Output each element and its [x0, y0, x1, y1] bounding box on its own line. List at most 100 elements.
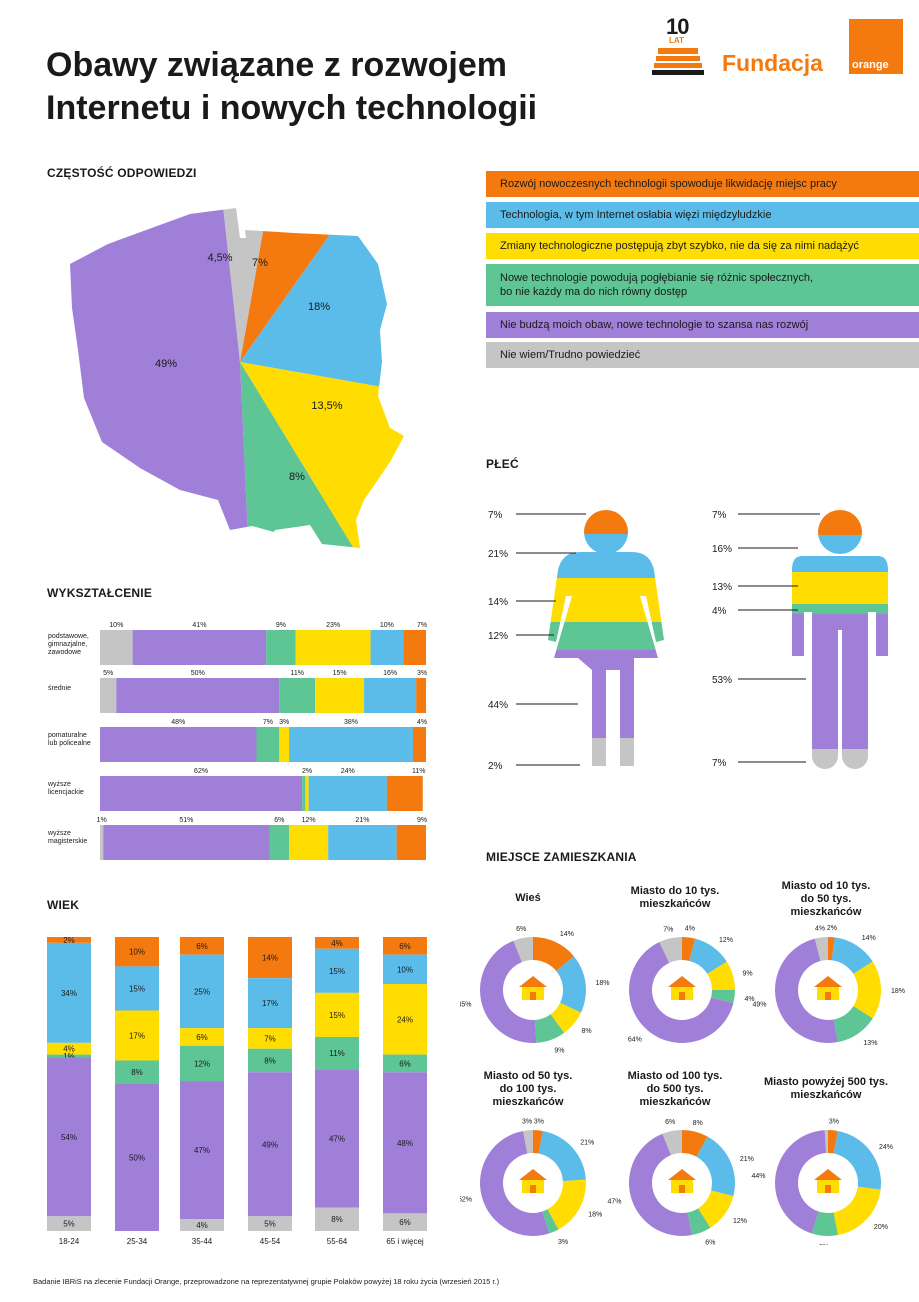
male-value-label: 7%: [712, 758, 727, 769]
age-value-label: 6%: [196, 942, 208, 951]
map-slice-orange: [240, 208, 404, 362]
legend-text: Nie budzą moich obaw, nowe technologie t…: [500, 319, 809, 331]
donut-slice-green: [687, 1208, 711, 1236]
female-value-label: 21%: [488, 549, 508, 560]
donut-value-label: 21%: [740, 1156, 754, 1163]
edu-value-label: 38%: [344, 719, 358, 726]
age-bar-segment-purple: [115, 1084, 159, 1231]
legend-item-blue: Technologia, w tym Internet osłabia więz…: [486, 202, 919, 228]
edu-bar-segment-purple: [100, 776, 303, 811]
donut-value-label: 4%: [745, 996, 755, 1003]
donut-slice-grey: [824, 1130, 828, 1154]
age-category-label: 18-24: [59, 1237, 80, 1246]
age-value-label: 47%: [329, 1134, 345, 1143]
edu-value-label: 6%: [274, 817, 284, 824]
age-bar-segment-yellow: [180, 1028, 224, 1046]
building-icon: [519, 1169, 547, 1193]
donut-value-label: 6%: [516, 926, 526, 933]
age-bar-segment-grey: [47, 1216, 91, 1231]
age-bar-segment-purple: [248, 1072, 292, 1217]
male-band-green: [792, 604, 888, 614]
map-slice-yellow: [240, 362, 404, 548]
donut-value-label: 14%: [862, 935, 876, 942]
gender-chart: 7% 21% 14% 12% 44% 2% 7% 16% 13% 4% 53% 7%: [488, 510, 888, 772]
legend-text: Nie wiem/Trudno powiedzieć: [500, 349, 641, 361]
age-bar-segment-orange: [383, 937, 427, 955]
age-value-label: 50%: [129, 1154, 145, 1163]
edu-row-label: zawodowe: [48, 649, 81, 656]
map-slice-blue: [240, 208, 404, 435]
edu-value-label: 7%: [417, 622, 427, 629]
donut-slice-green: [711, 990, 735, 1004]
age-bar-segment-orange: [315, 937, 359, 949]
edu-bar-segment-yellow: [295, 630, 371, 665]
female-band-purple: [548, 650, 664, 738]
edu-bar-segment-blue: [289, 727, 413, 762]
edu-bar-segment-grey: [100, 630, 133, 665]
edu-bar-segment-green: [266, 630, 296, 665]
edu-row-label: pomaturalne: [48, 732, 87, 739]
age-bar-segment-orange: [47, 937, 91, 943]
legend-text: Zmiany technologiczne postępują zbyt szy…: [500, 240, 859, 252]
female-value-label: 14%: [488, 597, 508, 608]
donut-value-label: 6%: [665, 1119, 675, 1126]
donut-slice-purple: [629, 942, 734, 1043]
edu-value-label: 16%: [383, 670, 397, 677]
edu-value-label: 3%: [417, 670, 427, 677]
donut-slice-green: [833, 1006, 873, 1043]
age-bar-segment-blue: [47, 942, 91, 1043]
orange-logo: orange: [849, 19, 903, 74]
building-icon: [519, 976, 547, 1000]
section-title-wiek: WIEK: [47, 898, 80, 912]
edu-value-label: 3%: [279, 719, 289, 726]
title-line-2: Internetu i nowych technologii: [46, 89, 538, 127]
donut-value-label: 20%: [874, 1224, 888, 1231]
donut-value-label: 9%: [554, 1047, 564, 1054]
age-value-label: 49%: [262, 1140, 278, 1149]
edu-value-label: 10%: [109, 622, 123, 629]
anniversary-text: LAT: [669, 36, 684, 45]
age-bar-segment-grey: [180, 1219, 224, 1231]
anniversary-number: 10: [666, 14, 690, 39]
age-value-label: 2%: [63, 936, 75, 945]
age-value-label: 4%: [331, 939, 343, 948]
age-bar-segment-yellow: [383, 984, 427, 1055]
page-title: Obawy związane z rozwojem Internetu i no…: [46, 44, 537, 130]
age-value-label: 34%: [61, 989, 77, 998]
cake-icon: [652, 48, 704, 75]
edu-bar-segment-yellow: [315, 678, 365, 713]
age-bar-segment-grey: [315, 1207, 359, 1231]
anniversary-logo: 10 LAT: [652, 14, 704, 76]
legend-text: Rozwój nowoczesnych technologii spowoduj…: [500, 178, 837, 190]
donut-slice-yellow: [698, 1190, 734, 1228]
age-bar-segment-blue: [315, 948, 359, 993]
donut-value-label: 3%: [534, 1118, 544, 1125]
donut-value-label: 12%: [733, 1218, 747, 1225]
donut-slice-orange: [828, 1130, 838, 1154]
building-icon: [668, 976, 696, 1000]
edu-value-label: 48%: [171, 719, 185, 726]
donut-value-label: 7%: [663, 927, 673, 934]
age-value-label: 11%: [329, 1049, 344, 1058]
male-value-label: 16%: [712, 544, 732, 555]
edu-value-label: 9%: [276, 622, 286, 629]
age-value-label: 4%: [196, 1221, 208, 1230]
edu-bar-segment-green: [269, 825, 290, 860]
map-label-yellow: 13,5%: [311, 400, 342, 412]
age-bar-segment-purple: [315, 1069, 359, 1208]
title-line-1: Obawy związane z rozwojem: [46, 46, 508, 84]
edu-bar-segment-orange: [412, 727, 426, 762]
age-bar-segment-green: [180, 1045, 224, 1082]
place-title: Wieś: [515, 892, 541, 904]
age-bar-segment-green: [383, 1054, 427, 1073]
donut-slice-orange: [533, 1130, 543, 1154]
edu-value-label: 5%: [103, 670, 113, 677]
donut-value-label: 18%: [891, 988, 905, 995]
edu-bar-segment-green: [279, 678, 316, 713]
edu-value-label: 2%: [302, 768, 312, 775]
donut-value-label: 24%: [879, 1144, 893, 1151]
male-band-purple: [792, 614, 888, 749]
age-value-label: 15%: [329, 967, 345, 976]
footer-note: Badanie IBRiS na zlecenie Fundacji Orang…: [33, 1277, 500, 1286]
donut-slice-blue: [556, 956, 586, 1013]
